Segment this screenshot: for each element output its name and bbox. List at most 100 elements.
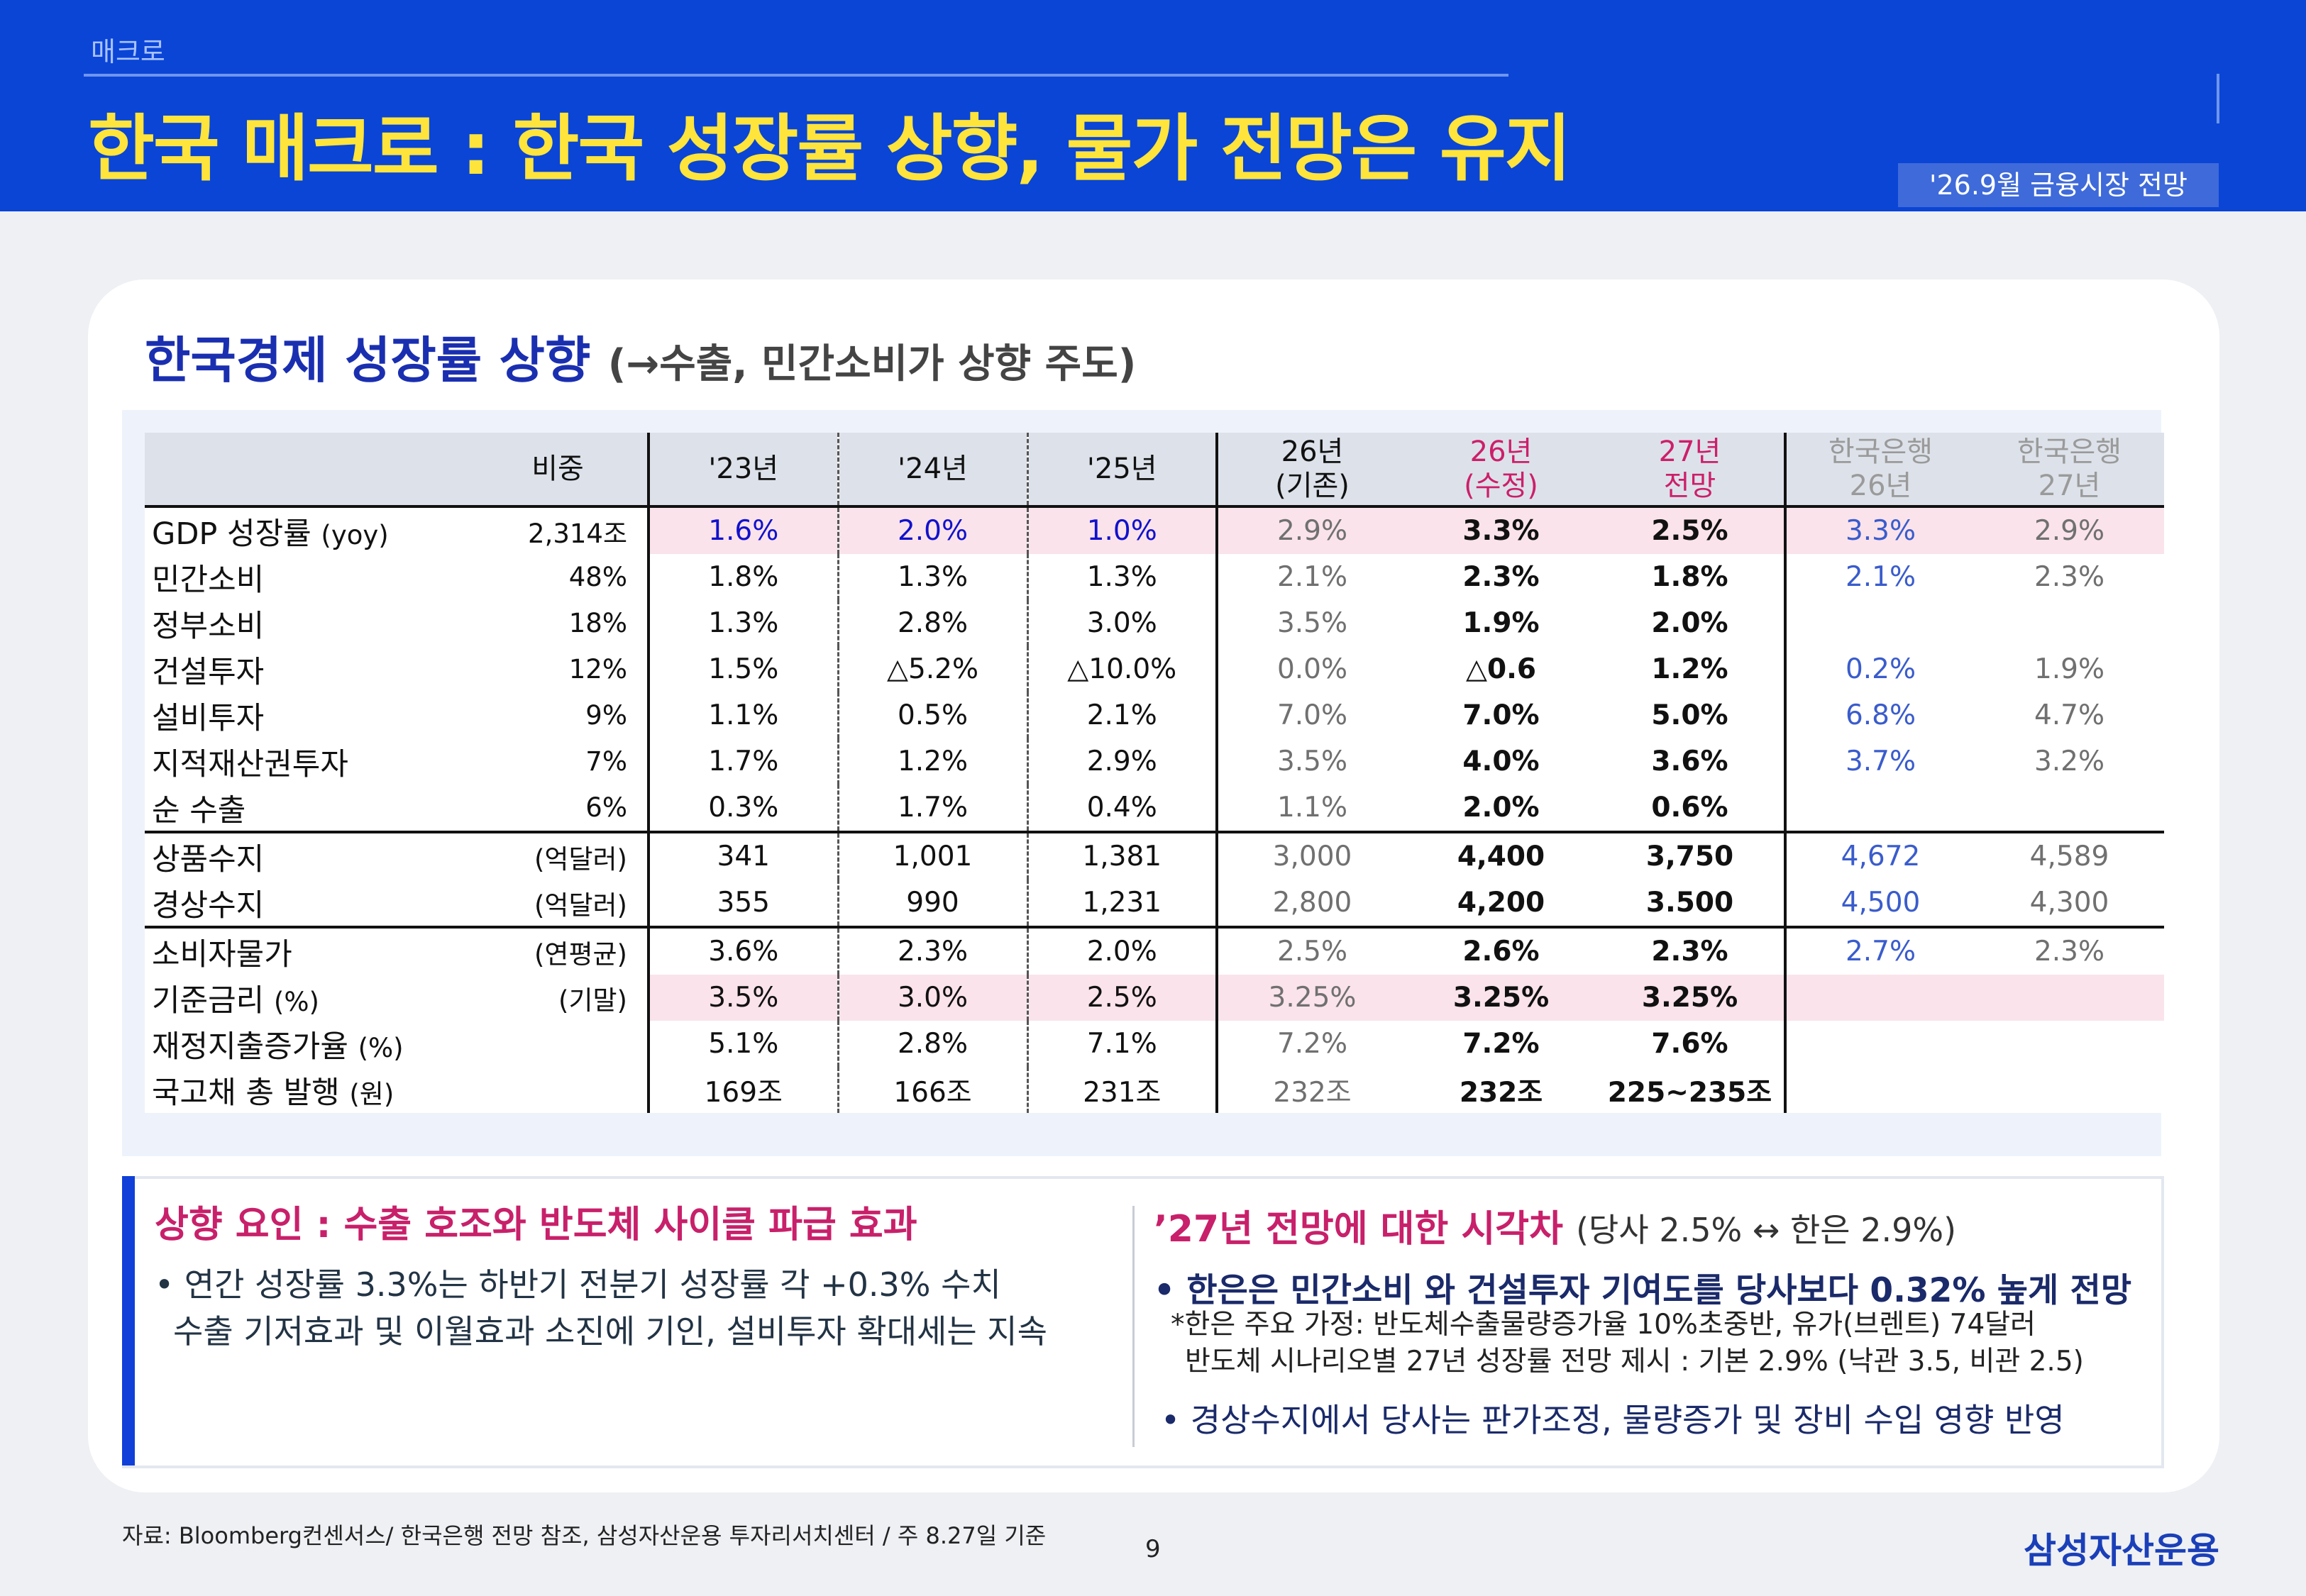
page-title: 한국 매크로 : 한국 성장률 상향, 물가 전망은 유지	[88, 107, 1572, 192]
table-cell: 341	[647, 831, 838, 880]
table-cell: 1.3%	[1026, 554, 1217, 600]
page-number: 9	[1145, 1535, 1161, 1563]
row-label: 순 수출	[152, 792, 246, 829]
table-row: 지적재산권투자 7% 1.7% 1.2% 2.9% 3.5% 4.0% 3.6% 3.7% 3.…	[145, 738, 2164, 785]
table-cell: 3.5%	[647, 975, 838, 1021]
table-cell: 7.0%	[1462, 699, 1540, 731]
table-cell: 3.6%	[1651, 746, 1728, 777]
table-cell: 2.1%	[1026, 692, 1217, 738]
row-label: 기준금리 (%)	[152, 982, 319, 1019]
header-item	[145, 433, 468, 508]
upside-text: • 연간 성장률 3.3%는 하반기 전분기 성장률 각 +0.3% 수치 수출…	[155, 1261, 1047, 1355]
row-weight: (억달러)	[534, 890, 627, 921]
table-cell	[1784, 1067, 1975, 1113]
view-gap-heading-main: ’27년 전망에 대한 시각차	[1154, 1208, 1563, 1251]
table-cell: 2.3%	[1975, 926, 2164, 975]
table-cell: 0.5%	[837, 692, 1027, 738]
brand-logo: 삼성자산운용	[2024, 1530, 2219, 1571]
table-row: 민간소비 48% 1.8% 1.3% 1.3% 2.1% 2.3% 1.8% 2.1% 2.3%	[145, 554, 2164, 600]
table-cell: 1.2%	[837, 738, 1027, 785]
table-cell: 2.0%	[1026, 926, 1217, 975]
row-label: 설비투자	[152, 700, 265, 736]
row-weight: 7%	[585, 746, 627, 777]
row-weight	[468, 1067, 649, 1113]
table-cell: 4,589	[1975, 831, 2164, 880]
table-row: 설비투자 9% 1.1% 0.5% 2.1% 7.0% 7.0% 5.0% 6.8% 4.7%	[145, 692, 2164, 738]
table-row: 정부소비 18% 1.3% 2.8% 3.0% 3.5% 1.9% 2.0%	[145, 600, 2164, 646]
table-cell: 1.2%	[1651, 653, 1728, 685]
view-gap-bullet-1: • 한은은 민간소비 와 건설투자 기여도를 당사보다 0.32% 높게 전망	[1154, 1271, 2132, 1310]
table-cell: 3.5%	[1215, 738, 1406, 785]
table-cell: 2.1%	[1215, 554, 1406, 600]
table-cell: 2.1%	[1784, 554, 1975, 600]
table-row: 경상수지 (억달러) 355 990 1,231 2,800 4,200 3.500 4,50…	[145, 880, 2164, 927]
header-bok-2026: 한국은행 26년	[1784, 433, 1975, 508]
insight-box	[122, 1176, 2164, 1468]
table-cell: 3.3%	[1784, 506, 1975, 554]
table-cell: 1,381	[1026, 831, 1217, 880]
row-weight: 18%	[568, 608, 627, 638]
table-cell: 3.5%	[1215, 600, 1406, 646]
table-cell: 3.2%	[2034, 746, 2105, 777]
table-cell: 355	[647, 880, 838, 927]
table-cell: 2.9%	[1026, 738, 1217, 785]
row-label: 건설투자	[152, 654, 265, 690]
growth-table: 비중 '23년 '24년 '25년 26년 (기존) 26년 (수정) 27년 전망 …	[145, 433, 2164, 1113]
table-cell: 5.1%	[647, 1021, 838, 1067]
table-cell: 1.6%	[647, 506, 838, 554]
table-cell: 2.6%	[1406, 926, 1596, 975]
insight-accent-bar	[122, 1176, 135, 1465]
table-cell	[1784, 785, 1975, 832]
table-row: 국고채 총 발행 (원) 169조 166조 231조 232조 232조 225~235조	[145, 1067, 2164, 1113]
table-cell: 0.4%	[1026, 785, 1217, 832]
row-label: 민간소비	[152, 562, 265, 598]
upside-heading: 상향 요인 : 수출 호조와 반도체 사이클 파급 효과	[155, 1204, 917, 1246]
table-cell: 4,500	[1784, 880, 1975, 927]
insight-divider	[1132, 1206, 1135, 1447]
table-cell: 3,000	[1215, 831, 1406, 880]
table-cell: 231조	[1026, 1067, 1217, 1113]
table-cell: 4,672	[1784, 831, 1975, 880]
table-cell: 7.2%	[1215, 1021, 1406, 1067]
table-cell	[1975, 1021, 2164, 1067]
table-cell: 3.25%	[1215, 975, 1406, 1021]
table-cell: 1.1%	[647, 692, 838, 738]
table-cell: 232조	[1459, 1076, 1543, 1109]
table-row: 재정지출증가율 (%) 5.1% 2.8% 7.1% 7.2% 7.2% 7.6%	[145, 1021, 2164, 1067]
table-cell: 1.8%	[1651, 561, 1728, 593]
table-cell: 225~235조	[1607, 1076, 1772, 1109]
table-cell: 6.8%	[1784, 692, 1975, 738]
table-row: 소비자물가 (연평균) 3.6% 2.3% 2.0% 2.5% 2.6% 2.3% 2.7% 2…	[145, 926, 2164, 975]
table-cell: 1.8%	[647, 554, 838, 600]
table-cell: 1,001	[837, 831, 1027, 880]
row-label: 소비자물가	[145, 926, 468, 975]
row-label: 경상수지	[152, 887, 265, 924]
table-cell	[1975, 1067, 2164, 1113]
table-cell: 1.3%	[647, 600, 838, 646]
table-cell: 232조	[1215, 1067, 1406, 1113]
row-weight: 6%	[585, 792, 627, 823]
table-cell: 3,750	[1596, 831, 1785, 880]
table-cell: 1.9%	[2034, 653, 2105, 685]
table-cell: 2.5%	[1215, 926, 1406, 975]
header-divider-end	[2217, 74, 2219, 123]
row-weight: (기말)	[558, 985, 627, 1016]
table-cell: 2.5%	[1596, 506, 1785, 554]
row-weight	[468, 1021, 649, 1067]
table-cell: 0.2%	[1784, 646, 1975, 692]
table-cell: 3.7%	[1784, 738, 1975, 785]
table-row: 순 수출 6% 0.3% 1.7% 0.4% 1.1% 2.0% 0.6%	[145, 785, 2164, 832]
table-row: 건설투자 12% 1.5% △5.2% △10.0% 0.0% △0.6 1.2% 0.2% 1…	[145, 646, 2164, 692]
upside-line-1: • 연간 성장률 3.3%는 하반기 전분기 성장률 각 +0.3% 수치	[155, 1265, 1001, 1304]
table-cell: 1.7%	[837, 785, 1027, 832]
view-gap-heading-note: (당사 2.5% ↔ 한은 2.9%)	[1576, 1211, 1957, 1249]
row-weight: (억달러)	[468, 831, 649, 880]
header-2027-forecast: 27년 전망	[1596, 433, 1785, 508]
header-banner: 매크로 한국 매크로 : 한국 성장률 상향, 물가 전망은 유지 '26.9월…	[0, 0, 2306, 211]
table-cell: 4.7%	[2034, 699, 2105, 731]
table-cell: 2.3%	[1462, 561, 1540, 593]
row-weight: 48%	[568, 562, 627, 592]
table-cell: 4,400	[1406, 831, 1596, 880]
header-weight: 비중	[468, 433, 649, 508]
section-title-note: (→수출, 민간소비가 상향 주도)	[607, 341, 1137, 387]
